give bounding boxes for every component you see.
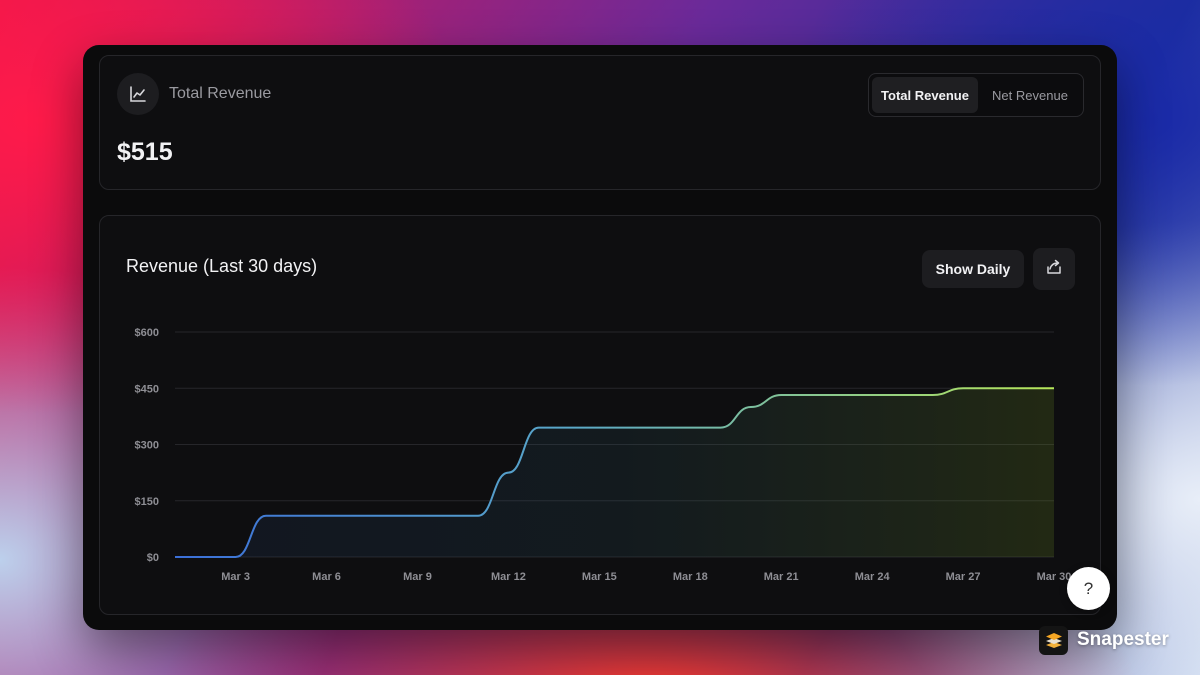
data-point[interactable] bbox=[169, 551, 181, 563]
share-icon bbox=[1045, 258, 1063, 281]
data-point[interactable] bbox=[260, 510, 272, 522]
x-tick-label: Mar 6 bbox=[312, 571, 341, 583]
revenue-series-line bbox=[174, 387, 1054, 558]
line-chart-icon bbox=[117, 73, 159, 115]
y-tick-label: $600 bbox=[135, 327, 159, 339]
data-point[interactable] bbox=[321, 510, 333, 522]
x-tick-label: Mar 27 bbox=[946, 571, 981, 583]
y-tick-label: $150 bbox=[135, 496, 159, 508]
data-point[interactable] bbox=[593, 422, 605, 434]
data-point[interactable] bbox=[1018, 382, 1030, 394]
data-point[interactable] bbox=[351, 510, 363, 522]
data-point[interactable] bbox=[199, 551, 211, 563]
data-point[interactable] bbox=[806, 389, 818, 401]
data-point[interactable] bbox=[896, 389, 908, 401]
revenue-area-fill bbox=[175, 388, 1054, 557]
data-point[interactable] bbox=[624, 422, 636, 434]
data-point[interactable] bbox=[957, 382, 969, 394]
x-tick-label: Mar 30 bbox=[1037, 571, 1072, 583]
revenue-type-toggle: Total Revenue Net Revenue bbox=[868, 73, 1084, 117]
toggle-net-revenue[interactable]: Net Revenue bbox=[992, 87, 1068, 103]
data-point[interactable] bbox=[987, 382, 999, 394]
x-tick-label: Mar 21 bbox=[764, 571, 799, 583]
revenue-panel: Total Revenue $515 Total Revenue Net Rev… bbox=[83, 45, 1117, 630]
data-point[interactable] bbox=[533, 422, 545, 434]
data-point[interactable] bbox=[411, 510, 423, 522]
data-point[interactable] bbox=[684, 422, 696, 434]
x-tick-label: Mar 24 bbox=[855, 571, 891, 583]
metric-label: Total Revenue bbox=[169, 85, 272, 102]
x-tick-label: Mar 18 bbox=[673, 571, 708, 583]
data-point[interactable] bbox=[290, 510, 302, 522]
revenue-area-chart: $0 $150 $300 $450 $600 Mar 3 Mar 6 Mar 9 Mar 12 M… bbox=[135, 327, 1072, 583]
data-point[interactable] bbox=[563, 422, 575, 434]
data-point[interactable] bbox=[472, 510, 484, 522]
toggle-total-revenue[interactable]: Total Revenue bbox=[872, 77, 978, 113]
x-tick-label: Mar 12 bbox=[491, 571, 526, 583]
brand-watermark: Snapester bbox=[1039, 624, 1169, 656]
data-point[interactable] bbox=[866, 389, 878, 401]
x-tick-label: Mar 9 bbox=[403, 571, 432, 583]
stack-logo-icon bbox=[1039, 625, 1068, 655]
chart-title: Revenue (Last 30 days) bbox=[126, 256, 318, 276]
data-point[interactable] bbox=[836, 389, 848, 401]
data-point[interactable] bbox=[502, 467, 514, 479]
x-tick-label: Mar 3 bbox=[221, 571, 250, 583]
y-tick-label: $0 bbox=[147, 552, 159, 564]
data-point[interactable] bbox=[745, 401, 757, 413]
total-revenue-card: Total Revenue $515 Total Revenue Net Rev… bbox=[99, 55, 1101, 190]
data-point[interactable] bbox=[715, 422, 727, 434]
brand-name: Snapester bbox=[1077, 629, 1169, 650]
y-tick-label: $450 bbox=[135, 383, 159, 395]
metric-value: $515 bbox=[117, 138, 173, 166]
data-point[interactable] bbox=[775, 389, 787, 401]
show-daily-button[interactable]: Show Daily bbox=[922, 250, 1024, 288]
data-point[interactable] bbox=[654, 422, 666, 434]
export-button[interactable] bbox=[1033, 248, 1075, 290]
y-tick-label: $300 bbox=[135, 440, 159, 452]
help-button[interactable]: ? bbox=[1067, 567, 1110, 610]
x-tick-label: Mar 15 bbox=[582, 571, 617, 583]
data-point[interactable] bbox=[1048, 382, 1060, 394]
revenue-chart-card: Revenue (Last 30 days) Show Daily bbox=[99, 215, 1101, 615]
data-point[interactable] bbox=[381, 510, 393, 522]
data-point[interactable] bbox=[927, 389, 939, 401]
data-point[interactable] bbox=[230, 551, 242, 563]
data-point[interactable] bbox=[442, 510, 454, 522]
